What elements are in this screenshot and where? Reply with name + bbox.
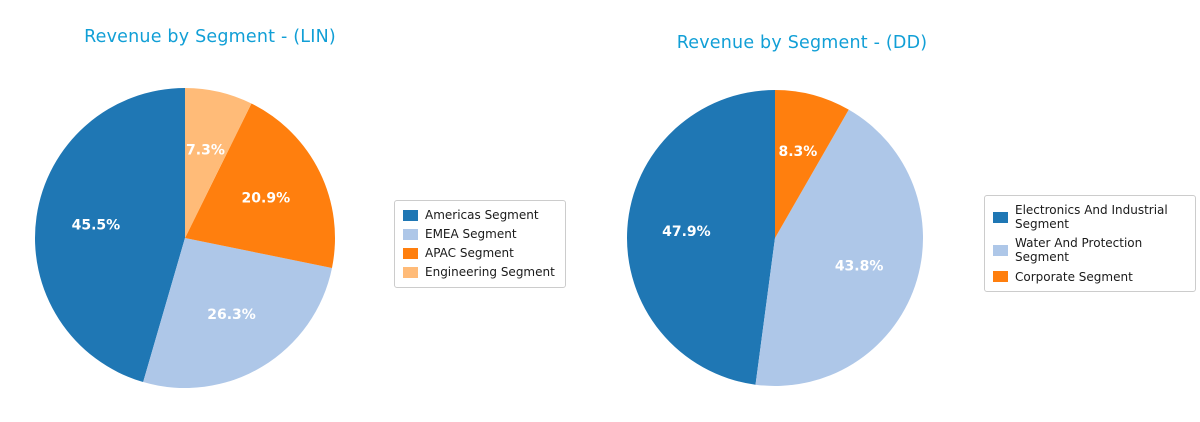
legend-swatch-icon [403, 209, 418, 221]
pie-slice-corporate-segment [775, 90, 849, 238]
legend-swatch-icon [993, 211, 1008, 223]
legend-item: Corporate Segment [993, 270, 1187, 284]
legend-item: Electronics And Industrial Segment [993, 203, 1187, 231]
pie-chart-lin: 45.5% 26.3% 20.9% 7.3% [34, 88, 335, 389]
chart-title-lin: Revenue by Segment - (LIN) [84, 27, 336, 47]
chart-title-dd: Revenue by Segment - (DD) [676, 33, 928, 53]
legend-dd: Electronics And Industrial Segment Water … [984, 195, 1196, 292]
pie-slice-electronics-and-industrial-segment [626, 90, 775, 385]
legend-swatch-icon [993, 271, 1008, 283]
pie-slice-apac-segment [185, 103, 335, 268]
legend-label: APAC Segment [425, 246, 514, 261]
legend-label: Americas Segment [425, 208, 539, 222]
legend-item: EMEA Segment [403, 227, 557, 241]
legend-swatch-icon [403, 267, 418, 279]
legend-label: Electronics And Industrial Segment [1015, 203, 1168, 232]
pie-chart-dd: 47.9% 43.8% 8.3% [626, 90, 924, 387]
pie-slice-americas-segment [34, 88, 186, 383]
pct-label: 43.8% [835, 258, 884, 274]
legend-lin: Americas Segment EMEA Segment APAC Segment… [394, 200, 566, 288]
pct-label: 8.3% [778, 144, 817, 160]
pie-slice-water-and-protection-segment [755, 109, 924, 387]
legend-label: EMEA Segment [425, 227, 517, 242]
pct-label: 26.3% [207, 307, 256, 323]
pct-label: 45.5% [72, 217, 121, 233]
legend-item: Water And Protection Segment [993, 236, 1187, 264]
legend-label: Water And Protection Segment [1015, 236, 1143, 265]
legend-swatch-icon [993, 244, 1008, 256]
legend-label: Engineering Segment [425, 265, 555, 280]
pie-slice-emea-segment [143, 238, 332, 389]
pie-slice-engineering-segment [185, 88, 252, 238]
legend-item: Engineering Segment [403, 265, 557, 279]
figure-revenue-lin: Revenue by Segment - (LIN) 45.5% 26.3% 20.… [34, 27, 566, 389]
legend-swatch-icon [403, 247, 418, 259]
pct-label: 47.9% [662, 224, 711, 240]
legend-item: Americas Segment [403, 208, 557, 222]
legend-label: Corporate Segment [1015, 269, 1133, 284]
legend-swatch-icon [403, 228, 418, 240]
pct-label: 7.3% [186, 142, 225, 158]
figure-revenue-dd: Revenue by Segment - (DD) 47.9% 43.8% 8.3%… [600, 0, 1200, 422]
pct-label: 20.9% [242, 190, 291, 206]
legend-item: APAC Segment [403, 246, 557, 260]
